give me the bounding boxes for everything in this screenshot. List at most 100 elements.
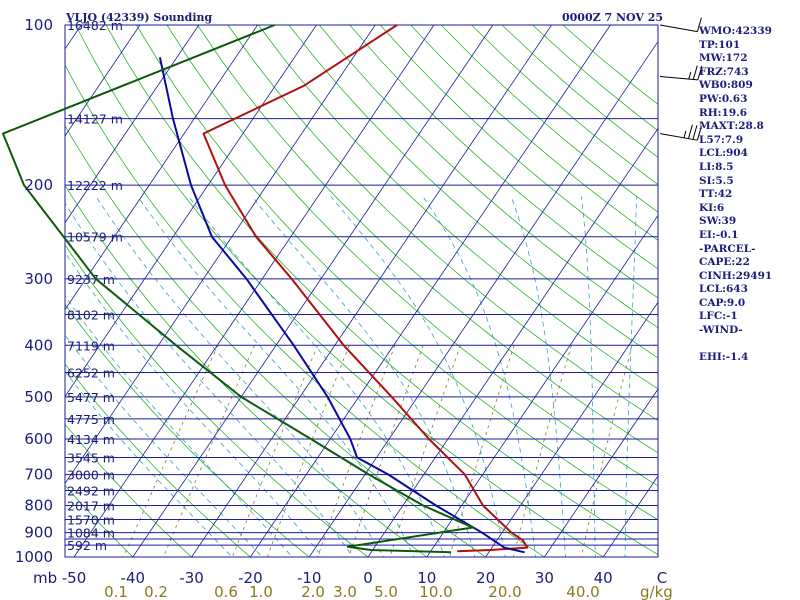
pressure-tick-label: 600: [24, 430, 53, 448]
temperature-line: [202, 24, 529, 553]
isotherm: [191, 25, 552, 557]
temperature-tick-label: -20: [238, 569, 263, 587]
wind-barb: [659, 17, 702, 33]
index-item: LFC:-1: [699, 310, 738, 323]
mixing-ratio-tick-label: 5.0: [374, 583, 398, 600]
mixing-ratio-tick-label: 0.6: [214, 583, 238, 600]
grid-lines: [0, 25, 658, 557]
parcel-line: [2, 24, 474, 554]
mixing-ratio-line: [449, 345, 515, 557]
index-item: MAXT:28.8: [699, 120, 764, 133]
dry-adiabat: [288, 25, 658, 359]
index-item: [699, 338, 772, 352]
index-item: -WIND-: [699, 324, 743, 337]
isotherm: [426, 214, 658, 557]
isotherm: [0, 25, 22, 557]
mixing-ratio-line: [266, 345, 350, 557]
temperature-tick-label: C: [657, 569, 667, 587]
dry-adiabat: [65, 184, 428, 557]
isotherm: [544, 388, 658, 557]
index-item: CAP:9.0: [699, 296, 746, 309]
height-label: 1570 m: [67, 512, 115, 527]
mixing-ratio-line: [348, 345, 424, 557]
mixing-ratio-tick-label: 40.0: [566, 583, 599, 600]
dry-adiabat: [65, 64, 546, 557]
isotherm: [65, 25, 376, 485]
index-item: EHI:-1.4: [699, 351, 749, 364]
index-item: WMO:42339: [699, 25, 772, 37]
index-item: TT:42: [699, 188, 733, 201]
dry-adiabat: [65, 484, 134, 557]
chart-datetime: 0000Z 7 NOV 25: [562, 11, 663, 24]
temperature-tick-label: -50: [62, 569, 87, 587]
moist-adiabat: [65, 370, 233, 557]
dry-adiabat: [65, 423, 193, 557]
mixing-ratio-tick-label: 0.1: [104, 583, 128, 600]
isotherm: [308, 40, 658, 557]
dewpoint-line: [158, 57, 525, 554]
chart-grid: [0, 24, 659, 558]
pressure-tick-label: 700: [24, 466, 53, 484]
moist-adiabat: [330, 196, 506, 557]
height-label: 16482 m: [67, 18, 123, 33]
index-item: L57:7.9: [699, 133, 744, 146]
moist-adiabat: [624, 196, 637, 557]
isotherm: [65, 25, 317, 398]
index-item: WB0:809: [699, 79, 753, 92]
mixing-ratio-tick-label: 10.0: [419, 583, 452, 600]
index-item: PW:0.63: [699, 92, 748, 105]
temperature-tick-label: 40: [594, 569, 613, 587]
moist-adiabat: [95, 196, 384, 557]
pressure-tick-label: 200: [24, 176, 53, 194]
height-label: 4134 m: [67, 432, 115, 447]
index-item: -PARCEL-: [699, 242, 756, 255]
height-label: 12222 m: [67, 178, 123, 193]
moist-adiabat: [188, 196, 446, 557]
isotherm: [132, 25, 494, 557]
dry-adiabat: [136, 25, 658, 521]
mixing-ratio-line: [512, 345, 572, 557]
height-label: 5477 m: [67, 390, 115, 405]
mixing-ratio-line: [389, 345, 461, 557]
mixing-ratio-tick-label: 0.2: [144, 583, 168, 600]
height-label: 6252 m: [67, 366, 115, 381]
pressure-tick-label: 300: [24, 270, 53, 288]
temperature-tick-label: -40: [121, 569, 146, 587]
mixing-ratio-tick-label: 2.0: [301, 583, 325, 600]
isotherm: [65, 25, 141, 137]
isotherm: [367, 127, 658, 557]
mixing-ratio-line: [162, 345, 255, 557]
plot-frame: [64, 24, 659, 558]
wind-barb: [659, 124, 702, 141]
height-label: 592 m: [67, 538, 107, 553]
height-label: 4775 m: [67, 412, 115, 427]
pressure-tick-label: 500: [24, 388, 53, 406]
height-label: 10579 m: [67, 230, 123, 245]
index-item: EI:-0.1: [699, 228, 739, 241]
pressure-tick-label: 400: [24, 336, 53, 354]
sounding-series: [2, 24, 529, 554]
index-item: CINH:29491: [699, 269, 773, 282]
temperature-tick-label: 20: [476, 569, 495, 587]
dry-adiabat: [227, 25, 658, 422]
temperature-tick-label: 0: [363, 569, 373, 587]
index-item: TP:101: [699, 38, 741, 51]
index-item: FRZ:743: [699, 65, 749, 78]
index-item: CAPE:22: [699, 256, 750, 269]
temperature-tick-label: 30: [535, 569, 554, 587]
index-item: RH:19.6: [699, 106, 748, 119]
mixing-ratio-unit-label: g/kg: [640, 583, 673, 600]
height-label: 3545 m: [67, 450, 115, 465]
temperature-tick-label: -10: [297, 569, 322, 587]
index-item: KI:6: [699, 201, 725, 214]
height-label: 14127 m: [67, 112, 123, 127]
stability-indices-list: WMO:42339 TP:101 MW:172 FRZ:743 WB0:809 PW:0.…: [699, 25, 772, 365]
height-label: 2492 m: [67, 484, 115, 499]
temperature-tick-label: 10: [417, 569, 436, 587]
dry-adiabat: [197, 25, 658, 454]
index-item: SI:5.5: [699, 174, 734, 187]
isotherm: [250, 25, 611, 557]
pressure-tick-label: 100: [24, 16, 53, 34]
